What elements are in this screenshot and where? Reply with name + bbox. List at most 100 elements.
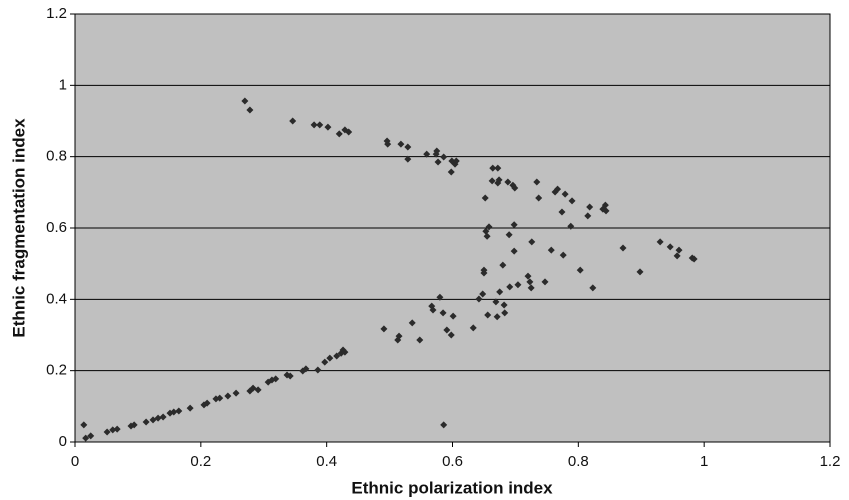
x-tick-label: 0.6: [442, 453, 463, 470]
point: [113, 425, 121, 433]
point: [492, 298, 500, 306]
point: [434, 158, 442, 166]
point: [535, 194, 543, 202]
point: [469, 324, 477, 332]
point: [533, 178, 541, 186]
point: [636, 268, 644, 276]
point: [501, 309, 509, 317]
point: [416, 336, 424, 344]
point: [601, 201, 609, 209]
point: [499, 261, 507, 269]
x-axis-title: Ethnic polarization index: [351, 478, 553, 497]
point: [447, 168, 455, 176]
point: [675, 246, 683, 254]
point: [567, 222, 575, 230]
point: [505, 231, 513, 239]
point: [510, 221, 518, 229]
point: [511, 184, 519, 192]
point: [289, 117, 297, 125]
point: [494, 164, 502, 172]
point: [495, 176, 503, 184]
x-tick-label: 1: [700, 453, 708, 470]
point: [103, 428, 111, 436]
point: [449, 312, 457, 320]
point: [302, 365, 310, 373]
point: [440, 153, 448, 161]
point: [109, 426, 117, 434]
y-tick-label: 0.6: [46, 219, 67, 236]
point: [310, 121, 318, 129]
point: [326, 354, 334, 362]
point: [528, 238, 536, 246]
point: [514, 281, 522, 289]
point: [433, 147, 441, 155]
point: [316, 121, 324, 129]
point: [568, 197, 576, 205]
point: [690, 255, 698, 263]
point: [80, 421, 88, 429]
point: [232, 389, 240, 397]
y-tick-label: 1.2: [46, 5, 67, 22]
x-tick-label: 1.2: [820, 453, 841, 470]
point: [397, 140, 405, 148]
point: [423, 150, 431, 158]
point: [481, 194, 489, 202]
point: [500, 301, 508, 309]
point: [561, 190, 569, 198]
point: [527, 284, 535, 292]
point: [241, 97, 249, 105]
point: [254, 386, 262, 394]
point: [429, 306, 437, 314]
x-tick-label: 0: [71, 453, 79, 470]
point: [479, 290, 487, 298]
point: [584, 212, 592, 220]
point: [82, 434, 90, 442]
point: [186, 404, 194, 412]
point: [439, 309, 447, 317]
point: [510, 247, 518, 255]
point: [554, 185, 562, 193]
x-tick-label: 0.8: [568, 453, 589, 470]
point: [246, 106, 254, 114]
point: [496, 288, 504, 296]
point: [504, 178, 512, 186]
point: [272, 375, 280, 383]
point: [159, 413, 167, 421]
point: [589, 284, 597, 292]
point: [333, 352, 341, 360]
point: [384, 140, 392, 148]
point: [436, 293, 444, 301]
point: [488, 177, 496, 185]
point: [483, 232, 491, 240]
point: [602, 207, 610, 215]
point: [619, 244, 627, 252]
point: [324, 123, 332, 131]
point: [175, 407, 183, 415]
point: [485, 223, 493, 231]
point: [524, 272, 532, 280]
point: [321, 358, 329, 366]
point: [203, 399, 211, 407]
point: [558, 208, 566, 216]
point: [341, 348, 349, 356]
point: [395, 332, 403, 340]
point: [484, 311, 492, 319]
x-tick-label: 0.4: [316, 453, 337, 470]
point: [559, 251, 567, 259]
point: [493, 313, 501, 321]
point: [576, 266, 584, 274]
point: [656, 238, 664, 246]
point: [547, 246, 555, 254]
y-tick-label: 0.2: [46, 362, 67, 379]
point: [475, 295, 483, 303]
point: [314, 366, 322, 374]
point: [335, 130, 343, 138]
point: [526, 278, 534, 286]
y-tick-label: 1: [59, 76, 67, 93]
point: [286, 372, 294, 380]
point: [404, 143, 412, 151]
point: [541, 278, 549, 286]
point: [489, 164, 497, 172]
x-tick-label: 0.2: [190, 453, 211, 470]
